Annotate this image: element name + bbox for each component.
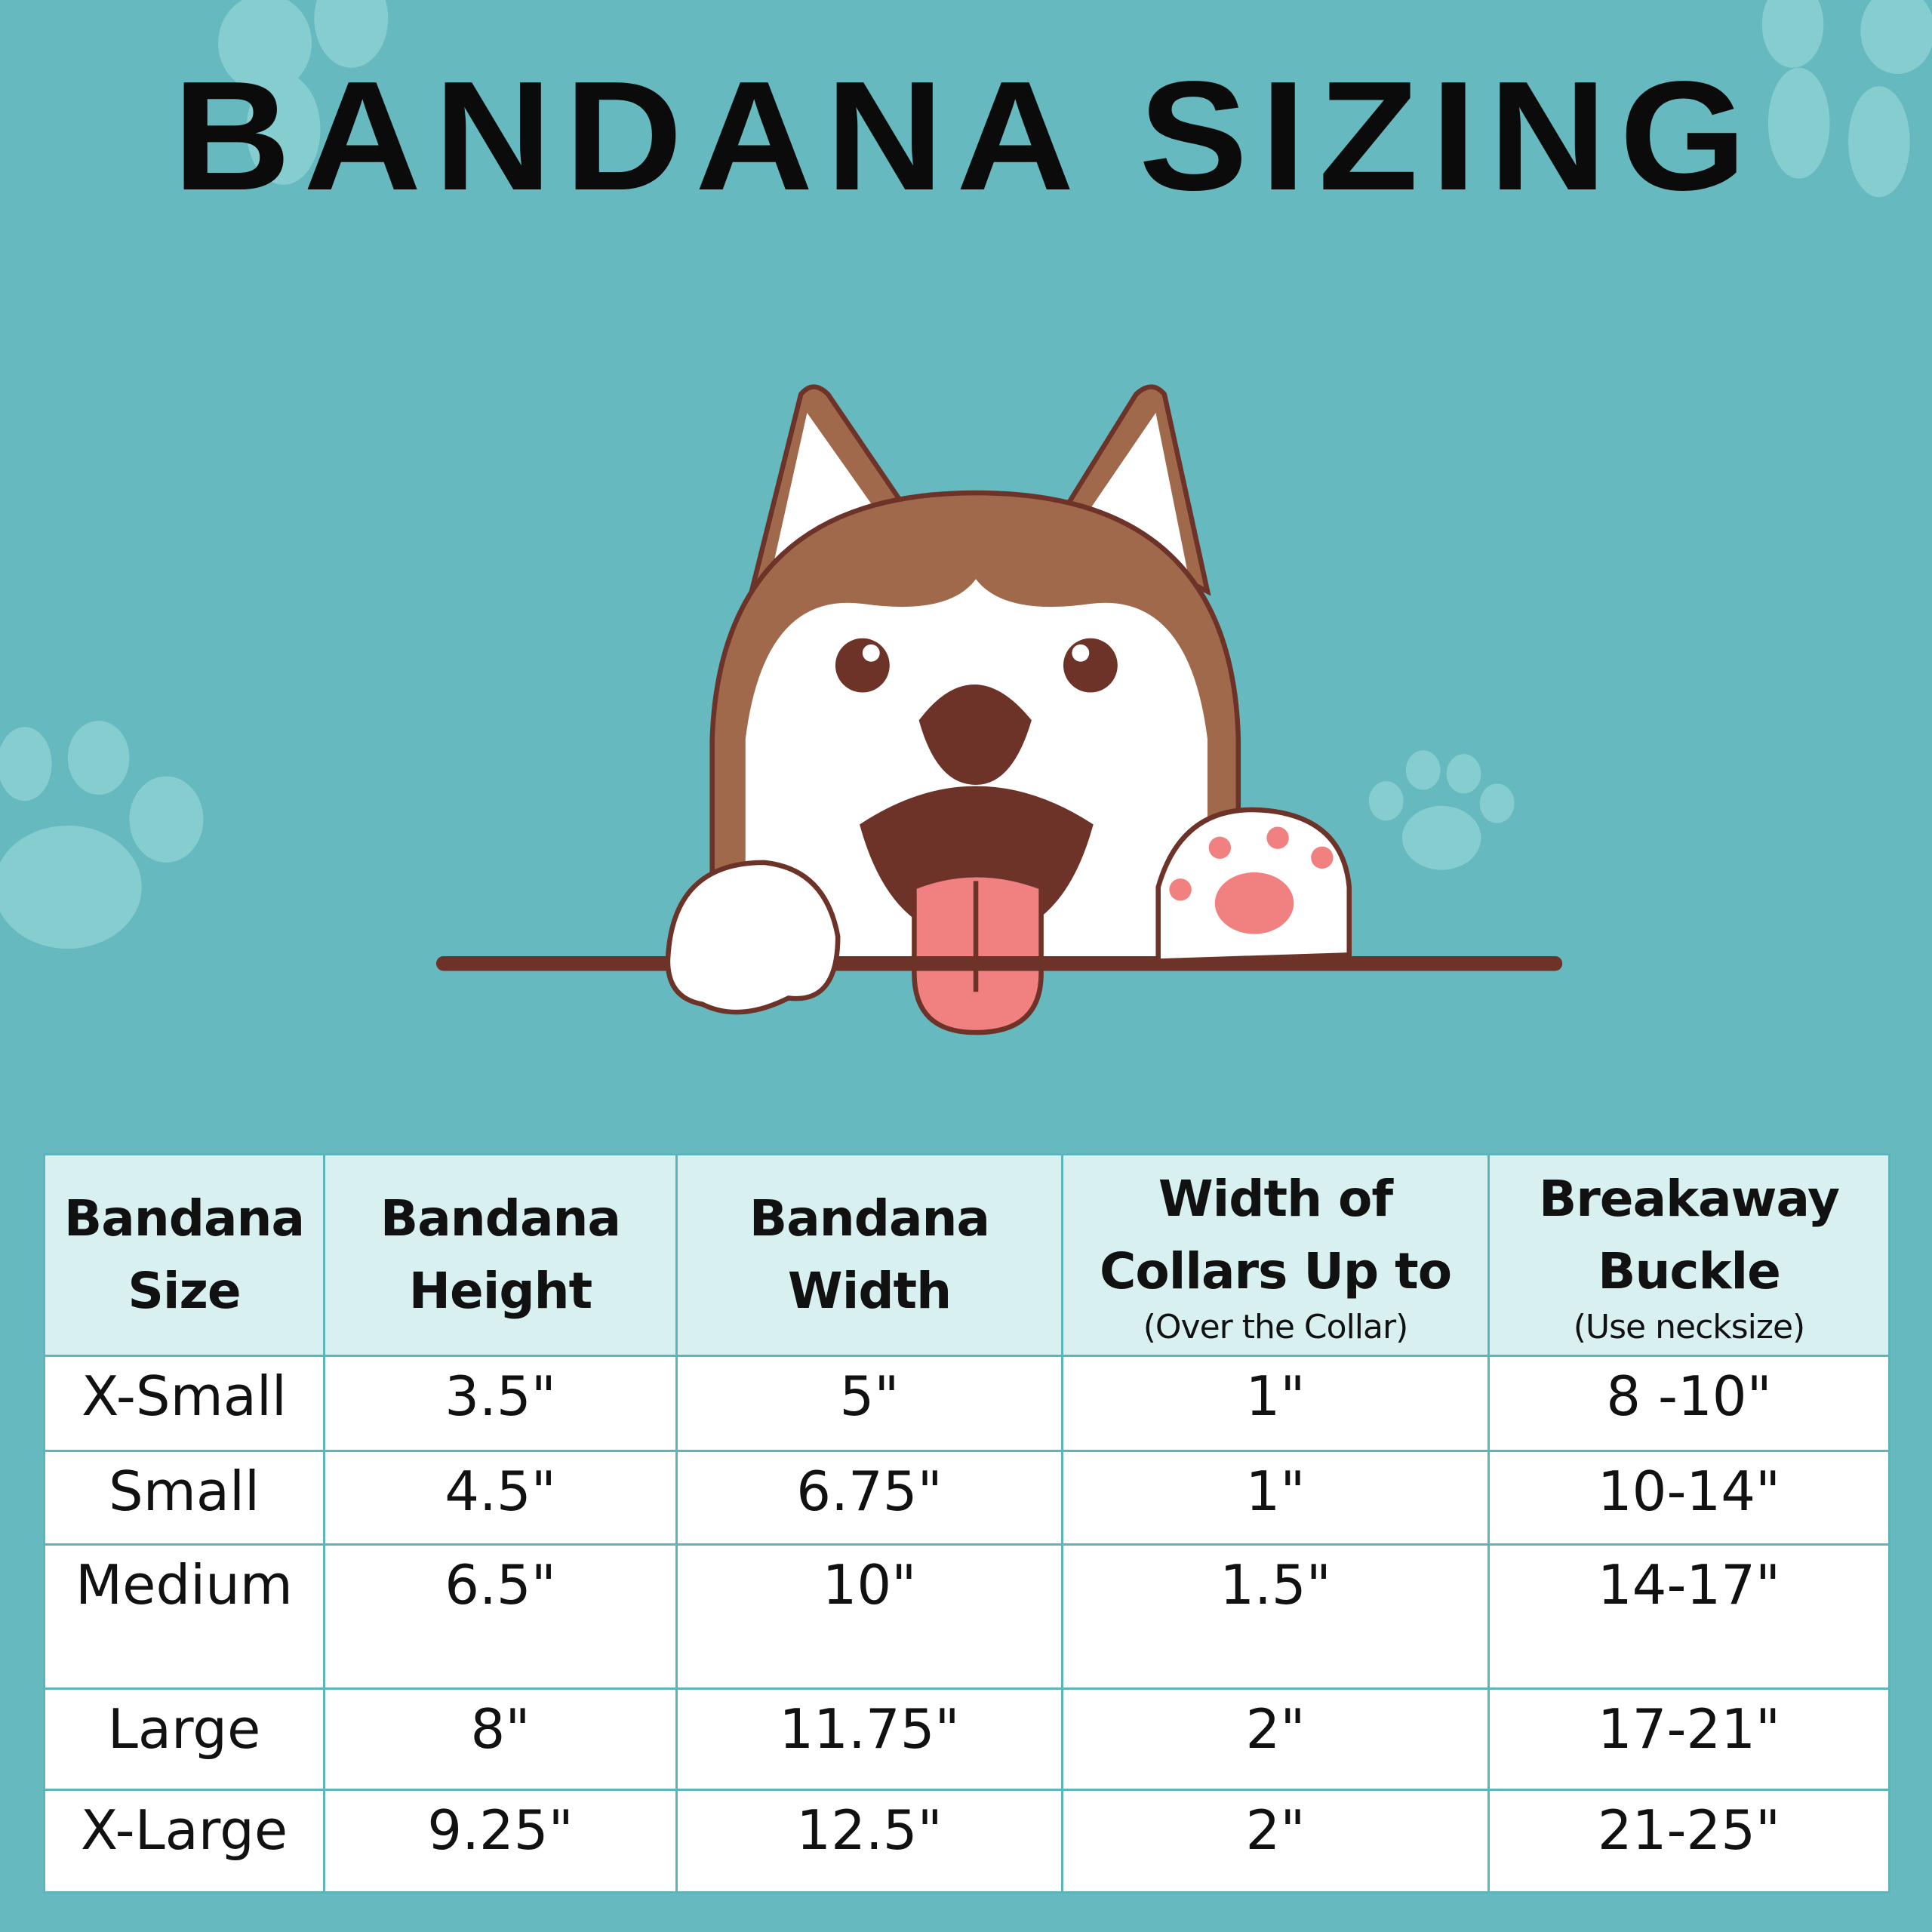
- table-cell: 1.5": [1061, 1543, 1490, 1690]
- table-cell: 10-14": [1487, 1450, 1890, 1546]
- header-breakaway-buckle: Breakaway Buckle (Use necksize): [1487, 1153, 1890, 1357]
- table-cell: 9.25": [323, 1789, 678, 1894]
- header-size: Bandana Size: [43, 1153, 325, 1357]
- table-row: Small 4.5" 6.75" 1" 10-14": [43, 1450, 1890, 1546]
- size-chart-table: Bandana Size Bandana Height Bandana Widt…: [43, 1153, 1890, 1894]
- table-cell: 2": [1061, 1789, 1490, 1894]
- husky-dog-illustration: [435, 384, 1563, 1035]
- table-cell: Small: [43, 1450, 325, 1546]
- table-cell: 21-25": [1487, 1789, 1890, 1894]
- table-cell: 3.5": [323, 1355, 678, 1452]
- table-cell: 1": [1061, 1450, 1490, 1546]
- table-row: Large 8" 11.75" 2" 17-21": [43, 1687, 1890, 1791]
- table-row: Medium 6.5" 10" 1.5" 14-17": [43, 1543, 1890, 1690]
- header-width: Bandana Width: [675, 1153, 1063, 1357]
- header-height: Bandana Height: [323, 1153, 678, 1357]
- table-cell: 6.75": [675, 1450, 1063, 1546]
- table-cell: 10": [675, 1543, 1063, 1690]
- table-cell: X-Small: [43, 1355, 325, 1452]
- table-cell: Medium: [43, 1543, 325, 1690]
- header-label: Bandana Width: [749, 1189, 990, 1320]
- table-cell: 1": [1061, 1355, 1490, 1452]
- header-collar-width: Width of Collars Up to (Over the Collar): [1061, 1153, 1490, 1357]
- header-sublabel: (Use necksize): [1573, 1308, 1805, 1346]
- header-sublabel: (Over the Collar): [1143, 1308, 1409, 1346]
- table-cell: 8 -10": [1487, 1355, 1890, 1452]
- table-row: X-Large 9.25" 12.5" 2" 21-25": [43, 1789, 1890, 1894]
- header-label: Bandana Height: [380, 1189, 621, 1320]
- table-cell: 11.75": [675, 1687, 1063, 1791]
- table-row: X-Small 3.5" 5" 1" 8 -10": [43, 1355, 1890, 1452]
- table-cell: 12.5": [675, 1789, 1063, 1894]
- table-cell: 8": [323, 1687, 678, 1791]
- header-label: Breakaway Buckle: [1538, 1170, 1840, 1300]
- table-cell: Large: [43, 1687, 325, 1791]
- table-cell: 17-21": [1487, 1687, 1890, 1791]
- page-title: BANDANA SIZING: [173, 49, 1759, 223]
- header-label: Bandana Size: [63, 1189, 305, 1320]
- table-cell: 5": [675, 1355, 1063, 1452]
- table-cell: 14-17": [1487, 1543, 1890, 1690]
- table-cell: 4.5": [323, 1450, 678, 1546]
- table-cell: 2": [1061, 1687, 1490, 1791]
- table-cell: X-Large: [43, 1789, 325, 1894]
- paw-print-decorations: [0, 0, 1932, 949]
- table-cell: 6.5": [323, 1543, 678, 1690]
- table-header-row: Bandana Size Bandana Height Bandana Widt…: [43, 1153, 1890, 1357]
- header-label: Width of Collars Up to: [1099, 1170, 1452, 1300]
